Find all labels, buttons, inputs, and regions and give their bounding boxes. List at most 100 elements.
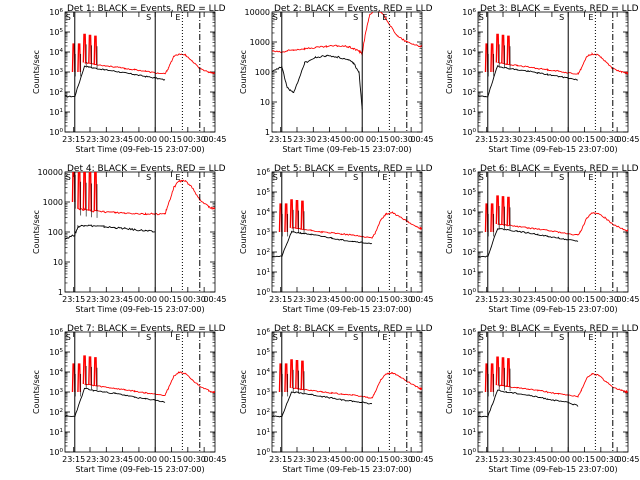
x-tick-label: 00:15 bbox=[159, 135, 182, 144]
lld-spike bbox=[506, 358, 511, 387]
x-tick-label: 23:30 bbox=[86, 295, 109, 304]
x-tick-label: 00:30 bbox=[596, 295, 619, 304]
x-tick-label: 23:45 bbox=[317, 295, 340, 304]
x-tick-label: 00:45 bbox=[203, 295, 226, 304]
panel-title: Det 3: BLACK = Events, RED = LLD bbox=[480, 4, 639, 14]
panel-title: Det 4: BLACK = Events, RED = LLD bbox=[67, 164, 226, 174]
x-tick-label: 00:45 bbox=[410, 455, 433, 464]
x-axis-label: Start Time (09-Feb-15 23:07:00) bbox=[282, 145, 411, 154]
detector-panel: Det 3: BLACK = Events, RED = LLD 100 101 10… bbox=[445, 4, 640, 154]
y-tick-label: 102 bbox=[462, 88, 476, 97]
y-tick-label: 104 bbox=[462, 208, 476, 217]
lld-series-line bbox=[291, 210, 422, 239]
x-tick-label: 23:30 bbox=[86, 135, 109, 144]
y-tick-label: 103 bbox=[462, 388, 476, 397]
lld-spike bbox=[490, 363, 495, 393]
x-tick-label: 00:30 bbox=[183, 135, 206, 144]
x-tick-label: 23:15 bbox=[475, 135, 498, 144]
y-axis-label: Counts/sec bbox=[32, 210, 41, 254]
y-tick-label: 10000 bbox=[38, 168, 63, 177]
detector-panel: Det 7: BLACK = Events, RED = LLD 100 101 10… bbox=[32, 324, 227, 474]
lld-spike bbox=[88, 172, 92, 211]
start-marker-label: S bbox=[273, 333, 278, 342]
x-tick-label: 00:45 bbox=[410, 135, 433, 144]
x-tick-label: 00:00 bbox=[134, 135, 157, 144]
x-tick-label: 00:45 bbox=[410, 295, 433, 304]
plot-area bbox=[272, 12, 422, 110]
y-tick-label: 106 bbox=[462, 328, 476, 337]
y-tick-label: 100 bbox=[48, 228, 63, 237]
detector-panel: Det 9: BLACK = Events, RED = LLD 100 101 10… bbox=[445, 324, 640, 474]
panel-title: Det 6: BLACK = Events, RED = LLD bbox=[480, 164, 639, 174]
y-axis-label: Counts/sec bbox=[239, 50, 248, 94]
y-tick-label: 100 bbox=[255, 68, 270, 77]
y-tick-label: 104 bbox=[256, 208, 270, 217]
x-tick-label: 23:45 bbox=[317, 135, 340, 144]
y-tick-label: 100 bbox=[256, 288, 270, 297]
x-tick-label: 00:15 bbox=[366, 455, 389, 464]
y-tick-label: 1000 bbox=[43, 198, 63, 207]
x-tick-label: 23:15 bbox=[269, 455, 292, 464]
x-tick-label: 00:00 bbox=[547, 455, 570, 464]
start-marker-label: S bbox=[353, 13, 358, 22]
y-tick-label: 105 bbox=[462, 188, 476, 197]
x-tick-label: 00:00 bbox=[341, 295, 364, 304]
x-tick-label: 23:45 bbox=[110, 295, 133, 304]
lld-spike bbox=[289, 359, 294, 388]
y-axis-label: Counts/sec bbox=[32, 50, 41, 94]
x-tick-label: 00:45 bbox=[203, 135, 226, 144]
start-marker-label: S bbox=[146, 333, 151, 342]
plot-area bbox=[478, 356, 628, 418]
start-marker-label: S bbox=[479, 13, 484, 22]
y-axis-label: Counts/sec bbox=[445, 370, 454, 414]
x-axis-label: Start Time (09-Feb-15 23:07:00) bbox=[282, 305, 411, 314]
y-axis-label: Counts/sec bbox=[445, 210, 454, 254]
y-tick-label: 100 bbox=[462, 288, 476, 297]
y-tick-label: 106 bbox=[256, 328, 270, 337]
lld-spike bbox=[284, 363, 289, 393]
start-marker-label: S bbox=[559, 333, 564, 342]
x-tick-label: 23:30 bbox=[293, 295, 316, 304]
x-tick-label: 00:30 bbox=[183, 455, 206, 464]
lld-spike bbox=[284, 203, 289, 233]
x-axis-label: Start Time (09-Feb-15 23:07:00) bbox=[488, 145, 617, 154]
lld-spike bbox=[506, 196, 511, 226]
x-tick-label: 23:45 bbox=[523, 295, 546, 304]
plot-area bbox=[65, 355, 215, 418]
x-tick-label: 23:15 bbox=[269, 135, 292, 144]
x-tick-label: 23:15 bbox=[475, 455, 498, 464]
lld-series-line bbox=[84, 371, 215, 396]
panel-title: Det 7: BLACK = Events, RED = LLD bbox=[67, 324, 226, 334]
start-marker-label: S bbox=[353, 333, 358, 342]
y-tick-label: 10000 bbox=[245, 8, 270, 17]
y-tick-label: 105 bbox=[49, 348, 63, 357]
y-tick-label: 104 bbox=[49, 368, 63, 377]
plot-frame bbox=[271, 11, 423, 133]
x-tick-label: 00:45 bbox=[616, 455, 639, 464]
events-series-line bbox=[65, 224, 156, 240]
x-tick-label: 00:15 bbox=[366, 135, 389, 144]
events-series-line bbox=[272, 230, 373, 258]
plot-area bbox=[65, 33, 215, 98]
lld-spike bbox=[93, 172, 98, 212]
y-tick-label: 101 bbox=[462, 268, 476, 277]
x-tick-label: 00:00 bbox=[547, 295, 570, 304]
start-marker-label: S bbox=[353, 173, 358, 182]
events-series-line bbox=[272, 391, 373, 418]
end-marker-label: E bbox=[382, 13, 387, 22]
y-tick-label: 100 bbox=[49, 128, 63, 137]
lld-spike bbox=[77, 363, 82, 393]
x-tick-label: 00:15 bbox=[366, 295, 389, 304]
y-tick-label: 101 bbox=[256, 428, 270, 437]
plot-area bbox=[65, 172, 215, 240]
lld-spike bbox=[490, 43, 495, 73]
lld-spike bbox=[82, 355, 87, 385]
x-tick-label: 23:45 bbox=[317, 455, 340, 464]
x-tick-label: 00:00 bbox=[547, 135, 570, 144]
y-tick-label: 104 bbox=[462, 48, 476, 57]
x-tick-label: 00:45 bbox=[203, 455, 226, 464]
x-tick-label: 23:30 bbox=[86, 455, 109, 464]
panel-title: Det 1: BLACK = Events, RED = LLD bbox=[67, 4, 226, 14]
plot-frame bbox=[64, 11, 216, 133]
x-tick-label: 23:30 bbox=[293, 455, 316, 464]
